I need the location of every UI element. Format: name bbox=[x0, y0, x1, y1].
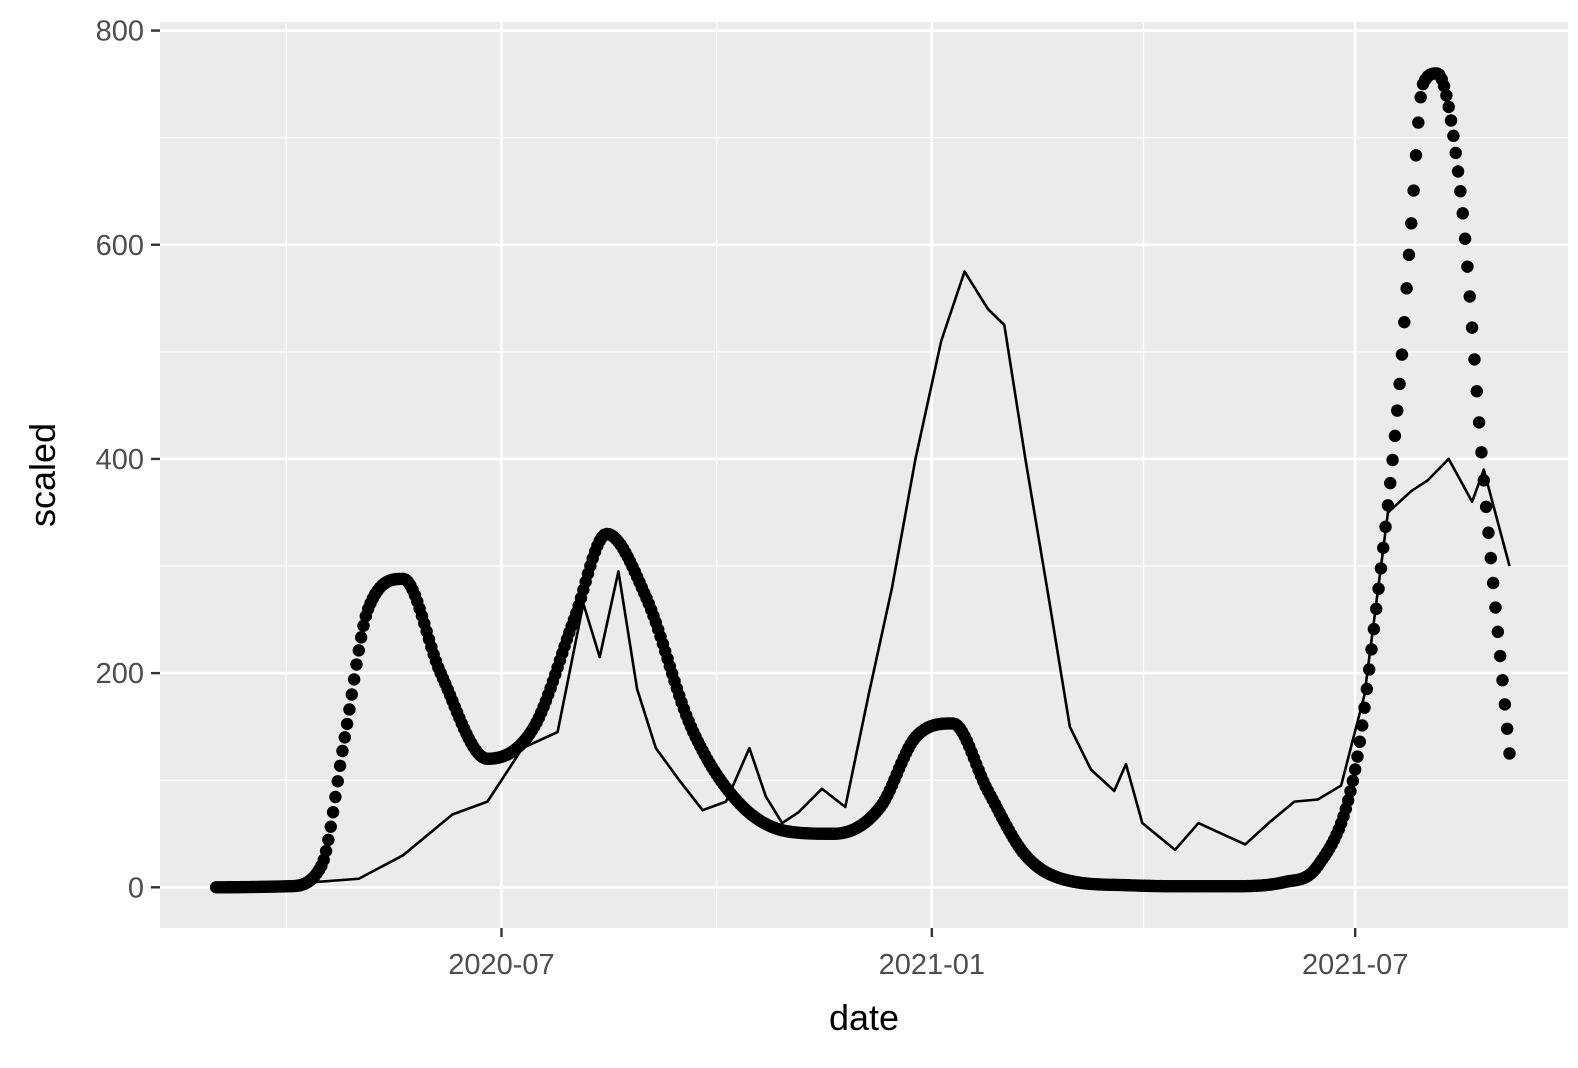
data-point bbox=[350, 658, 363, 671]
data-point bbox=[1442, 100, 1455, 114]
y-tick-label: 600 bbox=[96, 230, 144, 262]
data-point bbox=[1458, 232, 1472, 245]
data-point bbox=[343, 703, 356, 716]
data-point bbox=[319, 844, 333, 858]
data-point bbox=[333, 759, 347, 772]
x-tick-label: 2020-07 bbox=[448, 949, 554, 981]
plot-panel bbox=[160, 22, 1568, 928]
data-point bbox=[1479, 500, 1493, 514]
data-point bbox=[1440, 89, 1453, 102]
data-point bbox=[357, 619, 370, 632]
data-point bbox=[324, 820, 337, 833]
data-point bbox=[1351, 750, 1364, 763]
data-point bbox=[1353, 735, 1367, 748]
data-point bbox=[1447, 129, 1460, 143]
data-point bbox=[1451, 165, 1465, 178]
data-point bbox=[1388, 429, 1402, 443]
axis-layer: 0 200 400 600 800 2020-07 2021-01 2021-07 bbox=[96, 16, 1409, 981]
data-point bbox=[1341, 794, 1355, 807]
data-point bbox=[1386, 453, 1399, 467]
data-point bbox=[1444, 114, 1458, 127]
data-point bbox=[1456, 207, 1469, 220]
data-point bbox=[1398, 315, 1411, 329]
data-point bbox=[1384, 476, 1397, 490]
data-point bbox=[1489, 601, 1502, 614]
data-point bbox=[1482, 526, 1495, 539]
y-tick-label: 800 bbox=[96, 16, 144, 48]
data-point bbox=[1414, 91, 1427, 104]
data-point bbox=[1391, 404, 1404, 417]
y-axis-title: scaled bbox=[22, 423, 63, 527]
data-point bbox=[1395, 348, 1409, 361]
data-point bbox=[1496, 673, 1509, 687]
data-point bbox=[1407, 184, 1420, 197]
data-point bbox=[322, 833, 335, 847]
y-tick-label: 0 bbox=[128, 872, 144, 904]
data-point bbox=[340, 717, 354, 731]
data-point bbox=[1463, 290, 1476, 303]
data-point bbox=[1461, 260, 1474, 273]
data-point bbox=[1493, 649, 1507, 663]
data-point bbox=[1500, 722, 1514, 735]
y-tick-label: 400 bbox=[96, 444, 144, 476]
series-line bbox=[216, 270, 1511, 889]
data-point bbox=[1503, 747, 1516, 760]
data-point bbox=[1348, 763, 1362, 776]
data-point bbox=[1454, 185, 1467, 198]
data-point bbox=[354, 631, 368, 644]
data-point bbox=[1393, 377, 1406, 391]
grid-minor bbox=[160, 22, 1571, 928]
data-point bbox=[1449, 146, 1462, 160]
data-point bbox=[1472, 416, 1486, 429]
x-tick-label: 2021-07 bbox=[1302, 949, 1408, 981]
data-point bbox=[1409, 149, 1423, 162]
data-point bbox=[347, 673, 361, 686]
y-tick-label: 200 bbox=[96, 658, 144, 690]
data-point bbox=[352, 644, 365, 657]
data-point bbox=[326, 806, 340, 819]
data-point bbox=[1402, 248, 1416, 262]
data-point bbox=[1465, 321, 1479, 334]
data-point bbox=[331, 775, 344, 788]
data-point bbox=[1491, 625, 1505, 639]
data-point bbox=[338, 731, 351, 744]
data-point bbox=[329, 790, 342, 804]
data-point bbox=[1405, 217, 1418, 230]
x-axis-title: date bbox=[829, 997, 899, 1038]
data-point bbox=[1346, 774, 1360, 788]
data-point bbox=[1412, 116, 1425, 129]
data-point bbox=[1498, 698, 1512, 711]
data-point bbox=[345, 688, 358, 701]
data-point bbox=[336, 744, 349, 758]
data-point bbox=[1470, 385, 1483, 398]
grid-major bbox=[160, 22, 1568, 928]
x-tick-label: 2021-01 bbox=[879, 949, 985, 981]
data-point bbox=[1400, 282, 1413, 295]
data-point bbox=[1484, 551, 1498, 565]
data-point bbox=[1475, 446, 1488, 459]
data-point bbox=[1344, 784, 1357, 798]
data-point bbox=[1468, 353, 1481, 366]
data-point bbox=[1486, 576, 1500, 590]
series-layer bbox=[209, 67, 1516, 894]
data-point bbox=[1437, 79, 1451, 93]
data-point bbox=[1355, 719, 1369, 732]
